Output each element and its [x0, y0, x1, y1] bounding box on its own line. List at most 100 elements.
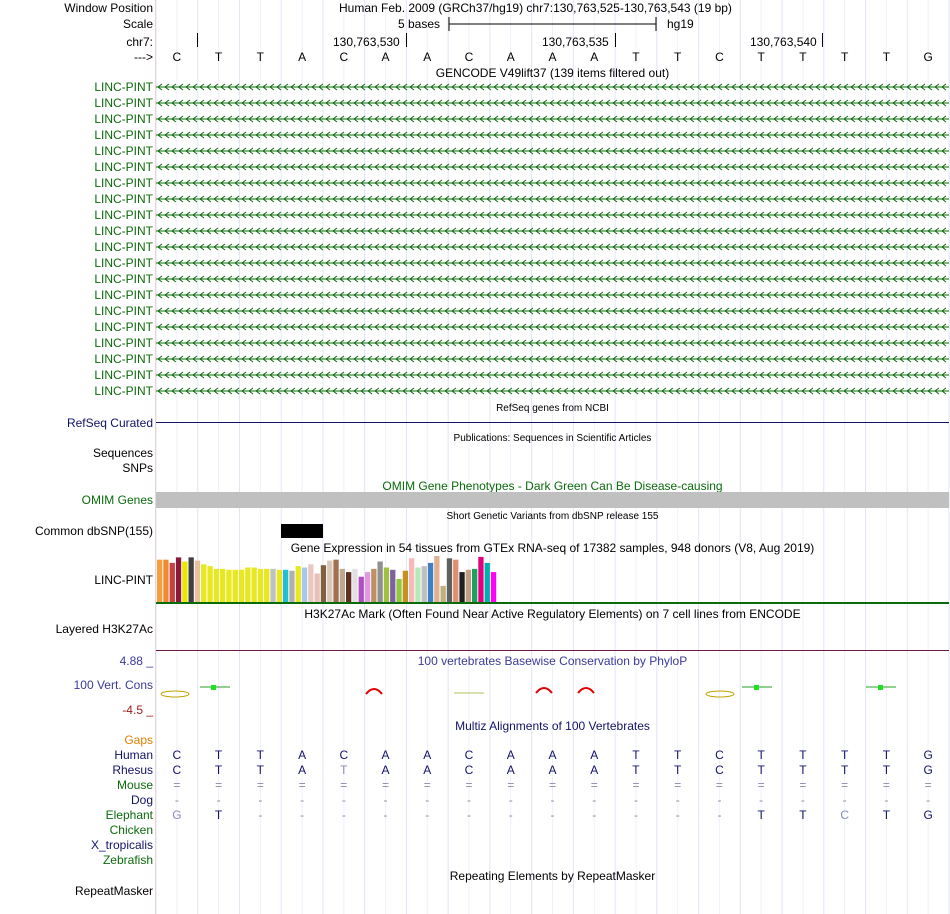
gencode-item-label[interactable]: LINC-PINT [94, 304, 153, 318]
gencode-transcript-line[interactable] [156, 387, 949, 395]
gtex-tissue-bar [434, 556, 440, 602]
gtex-tissue-bar [264, 568, 270, 602]
alignment-base: T [882, 748, 891, 762]
gencode-item-label[interactable]: LINC-PINT [94, 240, 153, 254]
alignment-base: = [590, 778, 598, 792]
gencode-transcript-line[interactable] [156, 115, 949, 123]
gencode-item-label[interactable]: LINC-PINT [94, 160, 153, 174]
dbsnp-track-label[interactable]: Common dbSNP(155) [34, 524, 153, 538]
gencode-transcript-line[interactable] [156, 275, 949, 283]
gencode-item-label[interactable]: LINC-PINT [94, 128, 153, 142]
gencode-item-label[interactable]: LINC-PINT [94, 384, 153, 398]
gtex-tissue-bar [327, 560, 333, 602]
snp-variant-box[interactable] [281, 524, 323, 538]
gtex-tissue-bar [346, 572, 352, 602]
gencode-transcript-line[interactable] [156, 211, 949, 219]
gencode-transcript-line[interactable] [156, 291, 949, 299]
alignment-base: = [632, 778, 640, 792]
alignment-base: = [382, 778, 390, 792]
gencode-transcript-line[interactable] [156, 355, 949, 363]
alignment-base: T [882, 808, 891, 822]
refseq-track-label[interactable]: RefSeq Curated [66, 416, 153, 430]
alignment-base: - [842, 793, 847, 807]
repeatmasker-track-label[interactable]: RepeatMasker [74, 884, 153, 898]
gencode-item-label[interactable]: LINC-PINT [94, 256, 153, 270]
species-label-mouse[interactable]: Mouse [116, 778, 153, 792]
gencode-item-label[interactable]: LINC-PINT [94, 224, 153, 238]
gencode-item-label[interactable]: LINC-PINT [94, 288, 153, 302]
gtex-tissue-bar [295, 566, 301, 602]
alignment-base: - [467, 808, 472, 822]
gencode-transcript-line[interactable] [156, 243, 949, 251]
gencode-transcript-line[interactable] [156, 99, 949, 107]
gencode-transcript-line[interactable] [156, 147, 949, 155]
alignment-base: = [924, 778, 932, 792]
gencode-item-label[interactable]: LINC-PINT [94, 96, 153, 110]
gencode-transcript-line[interactable] [156, 195, 949, 203]
species-label-dog[interactable]: Dog [130, 793, 153, 807]
gtex-tissue-bar [220, 568, 226, 602]
snps-track-label[interactable]: SNPs [122, 461, 153, 475]
gencode-item-label[interactable]: LINC-PINT [94, 272, 153, 286]
gencode-item-label[interactable]: LINC-PINT [94, 336, 153, 350]
gencode-transcript-line[interactable] [156, 227, 949, 235]
gtex-tissue-bar [238, 569, 245, 602]
gencode-item-label[interactable]: LINC-PINT [94, 208, 153, 222]
alignment-base: - [508, 793, 513, 807]
sequences-track-label[interactable]: Sequences [92, 446, 153, 460]
gencode-transcript-line[interactable] [156, 259, 949, 267]
alignment-base: = [465, 778, 473, 792]
gencode-transcript-line[interactable] [156, 179, 949, 187]
gtex-track-label[interactable]: LINC-PINT [94, 573, 153, 587]
gencode-item-label[interactable]: LINC-PINT [94, 192, 153, 206]
gencode-item-label[interactable]: LINC-PINT [94, 144, 153, 158]
conservation-plot[interactable] [156, 680, 949, 704]
gencode-transcript-line[interactable] [156, 163, 949, 171]
gtex-tissue-bar [182, 561, 188, 602]
alignment-base: - [759, 793, 764, 807]
gencode-transcript-line[interactable] [156, 371, 949, 379]
gtex-track-title: Gene Expression in 54 tissues from GTEx … [290, 541, 815, 555]
gtex-tissue-bar [465, 569, 471, 602]
species-label-zebrafish[interactable]: Zebrafish [102, 853, 153, 867]
alignment-base: - [675, 808, 680, 822]
gtex-tissue-bar [358, 576, 364, 602]
assembly-position-text: Human Feb. 2009 (GRCh37/hg19) chr7:130,7… [339, 1, 732, 15]
species-label-human[interactable]: Human [114, 748, 153, 762]
alignment-base: T [256, 748, 264, 762]
alignment-base: - [425, 793, 430, 807]
species-label-rhesus[interactable]: Rhesus [112, 763, 153, 777]
sequence-base: T [632, 50, 640, 64]
gencode-item-label[interactable]: LINC-PINT [94, 368, 153, 382]
gencode-item-label[interactable]: LINC-PINT [94, 176, 153, 190]
refseq-track-line[interactable] [156, 422, 949, 423]
gtex-tissue-bar [270, 568, 276, 602]
gencode-item-label[interactable]: LINC-PINT [94, 352, 153, 366]
species-label-x_tropicalis[interactable]: X_tropicalis [90, 838, 153, 852]
alignment-base: A [590, 748, 599, 762]
alignment-base: - [300, 793, 305, 807]
gencode-transcript-line[interactable] [156, 131, 949, 139]
gencode-item-label[interactable]: LINC-PINT [94, 80, 153, 94]
multiz-gaps-label[interactable]: Gaps [124, 733, 153, 747]
omim-gene-bar[interactable] [156, 492, 949, 508]
gencode-transcript-line[interactable] [156, 339, 949, 347]
omim-track-label[interactable]: OMIM Genes [81, 493, 153, 507]
species-label-elephant[interactable]: Elephant [105, 808, 153, 822]
gtex-tissue-bar [201, 564, 207, 602]
gencode-transcript-line[interactable] [156, 307, 949, 315]
gtex-expression-chart[interactable] [156, 556, 949, 604]
species-label-chicken[interactable]: Chicken [109, 823, 153, 837]
gtex-tissue-bar [352, 568, 358, 602]
gencode-item-label[interactable]: LINC-PINT [94, 320, 153, 334]
alignment-base: C [464, 763, 474, 777]
gencode-transcript-line[interactable] [156, 83, 949, 91]
conservation-track-label[interactable]: 100 Vert. Cons [73, 678, 153, 692]
gencode-transcript-line[interactable] [156, 323, 949, 331]
h3k27ac-track-label[interactable]: Layered H3K27Ac [55, 622, 153, 636]
gtex-tissue-bar [415, 567, 421, 602]
gencode-item-label[interactable]: LINC-PINT [94, 112, 153, 126]
alignment-base: A [548, 763, 557, 777]
alignment-base: = [715, 778, 723, 792]
